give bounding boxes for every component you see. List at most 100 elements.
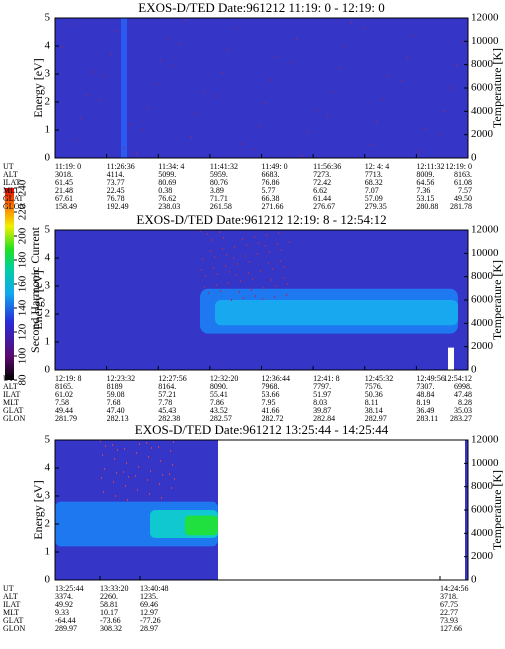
table-cell: 5.77 xyxy=(262,186,276,195)
noise xyxy=(136,452,137,454)
noise xyxy=(68,23,69,25)
noise xyxy=(278,232,279,234)
y-tick-label: 5 xyxy=(45,224,51,236)
table-cell: 7.58 xyxy=(55,398,69,407)
noise xyxy=(150,470,151,472)
y2-tick-label: 8000 xyxy=(471,480,494,492)
row-label: GLON xyxy=(3,202,25,211)
table-cell: -64.44 xyxy=(55,616,76,625)
noise xyxy=(210,250,211,252)
noise xyxy=(240,280,241,282)
noise xyxy=(104,468,105,470)
y2-tick-label: 6000 xyxy=(471,82,494,94)
y-tick-label: 0 xyxy=(45,152,51,164)
table-cell: 57.21 xyxy=(158,390,176,399)
table-cell: 68.32 xyxy=(365,178,383,187)
noise xyxy=(151,447,152,449)
noise xyxy=(166,37,167,39)
colorbar-tick-label: 80 xyxy=(17,374,29,386)
table-cell: 21.48 xyxy=(55,186,73,195)
noise xyxy=(86,94,87,96)
noise xyxy=(231,299,232,301)
noise xyxy=(251,289,252,291)
table-cell: 12:27:56 xyxy=(158,374,186,383)
table-cell: 6683. xyxy=(262,170,280,179)
table-cell: 73.77 xyxy=(107,178,125,187)
table-cell: 55.41 xyxy=(210,390,228,399)
noise xyxy=(269,251,270,253)
noise xyxy=(62,46,63,48)
noise xyxy=(136,152,137,154)
table-cell: 72.42 xyxy=(313,178,331,187)
y2-tick-label: 4000 xyxy=(471,317,494,329)
noise xyxy=(203,90,204,92)
row-label: ILAT xyxy=(3,600,20,609)
table-cell: 61.45 xyxy=(55,178,73,187)
noise xyxy=(123,471,124,473)
noise xyxy=(148,456,149,458)
spectrogram-green xyxy=(185,515,218,536)
noise xyxy=(287,283,288,285)
table-cell: 53.15 xyxy=(416,194,434,203)
table-cell: 3718. xyxy=(440,592,458,601)
row-label: MLT xyxy=(3,398,19,407)
table-cell: 12:32:20 xyxy=(210,374,238,383)
table-cell: 13:33:20 xyxy=(100,584,128,593)
table-cell: 7.07 xyxy=(365,186,379,195)
table-cell: 276.67 xyxy=(313,202,335,211)
noise xyxy=(280,260,281,262)
noise xyxy=(450,87,451,89)
noise xyxy=(438,133,439,135)
table-cell: 9.33 xyxy=(55,608,69,617)
noise xyxy=(223,237,224,239)
table-cell: 1235. xyxy=(140,592,158,601)
noise xyxy=(128,476,129,478)
table-cell: 5959. xyxy=(210,170,228,179)
y2-tick-label: 8000 xyxy=(471,270,494,282)
table-cell: 76.62 xyxy=(158,194,176,203)
noise xyxy=(220,290,221,292)
row-label: MLT xyxy=(3,186,19,195)
noise xyxy=(126,462,127,464)
table-cell: 69.46 xyxy=(140,600,158,609)
table-cell: 7307. xyxy=(416,382,434,391)
table-cell: 282.84 xyxy=(313,414,335,423)
noise xyxy=(257,253,258,255)
table-cell: 8164. xyxy=(158,382,176,391)
table-cell: 66.38 xyxy=(262,194,280,203)
table-cell: 11:56:36 xyxy=(313,162,341,171)
row-label: ILAT xyxy=(3,390,20,399)
noise xyxy=(169,473,170,475)
noise xyxy=(252,278,253,280)
y2-axis-label: Temperature [K] xyxy=(490,470,504,550)
table-cell: 22.77 xyxy=(440,608,458,617)
noise xyxy=(185,19,186,21)
table-cell: 11:41:32 xyxy=(210,162,238,171)
noise xyxy=(444,110,445,112)
noise xyxy=(268,262,269,264)
noise xyxy=(205,275,206,277)
noise xyxy=(148,106,149,108)
table-cell: 0.38 xyxy=(158,186,172,195)
table-cell: 192.49 xyxy=(107,202,129,211)
noise xyxy=(327,114,328,116)
noise xyxy=(351,22,352,24)
table-cell: 6998. xyxy=(454,382,472,391)
noise xyxy=(248,272,249,274)
table-cell: 3018. xyxy=(55,170,73,179)
y-tick-label: 4 xyxy=(45,252,51,264)
noise xyxy=(253,148,254,150)
table-cell: 279.35 xyxy=(365,202,387,211)
colorbar-tick-label: 100 xyxy=(17,347,29,364)
noise xyxy=(296,38,297,40)
noise xyxy=(229,271,230,273)
noise xyxy=(116,472,117,474)
y2-tick-label: 12000 xyxy=(471,224,499,236)
panel-title: EXOS-D/TED Date:961212 11:19: 0 - 12:19:… xyxy=(138,0,385,15)
table-cell: 7713. xyxy=(365,170,383,179)
colorbar-tick-label: 200 xyxy=(17,227,29,244)
table-cell: 7.68 xyxy=(107,398,121,407)
y2-tick-label: 12000 xyxy=(471,434,499,446)
y-tick-label: 1 xyxy=(45,336,51,348)
noise xyxy=(154,83,155,85)
